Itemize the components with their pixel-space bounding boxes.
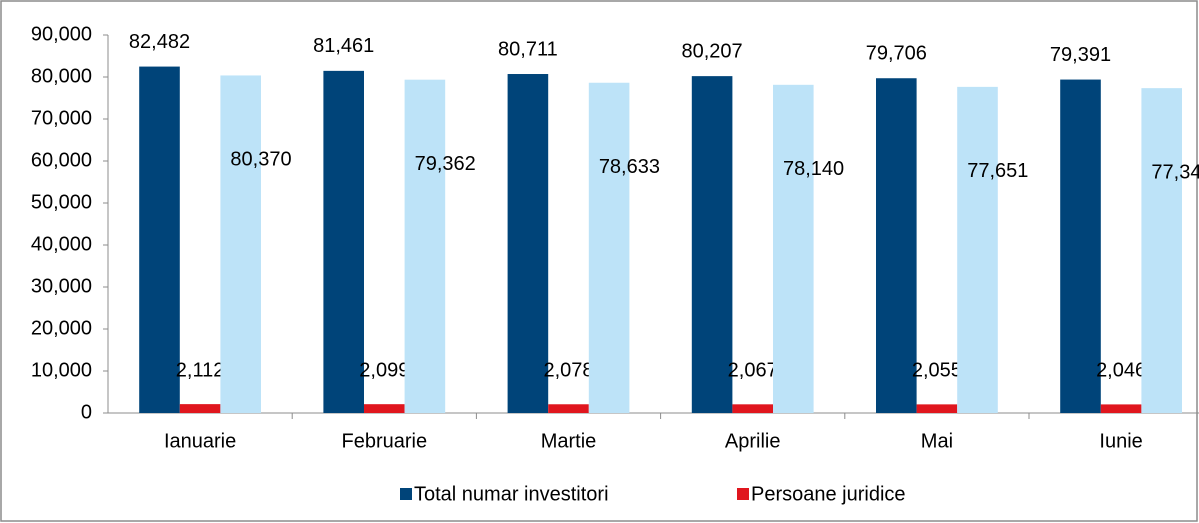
y-tick-label: 20,000	[31, 317, 92, 339]
data-label: 2,046	[1096, 360, 1146, 382]
data-label: 2,099	[359, 359, 409, 381]
bar	[1060, 79, 1101, 413]
bar	[773, 84, 814, 413]
data-label: 82,482	[129, 31, 190, 53]
y-tick-label: 40,000	[31, 233, 92, 255]
y-tick-label: 60,000	[31, 149, 92, 171]
data-label: 2,112	[176, 359, 225, 381]
data-label: 2,055	[912, 360, 962, 382]
bar	[179, 404, 221, 413]
bar	[220, 75, 261, 414]
x-tick-label: Iunie	[1099, 430, 1142, 452]
bar	[916, 404, 958, 413]
legend-swatch	[737, 488, 749, 500]
y-tick-label: 90,000	[31, 23, 92, 45]
bar	[548, 404, 589, 413]
bar	[139, 66, 180, 414]
bar	[588, 82, 630, 414]
bar	[876, 78, 917, 413]
y-tick-label: 70,000	[31, 107, 92, 129]
y-tick-label: 30,000	[31, 275, 92, 297]
data-label: 2,078	[543, 360, 593, 382]
data-label: 79,391	[1050, 44, 1111, 66]
x-tick-label: Ianuarie	[164, 430, 236, 452]
bar	[323, 70, 364, 413]
x-tick-label: Martie	[541, 430, 597, 452]
data-label: 79,706	[866, 43, 927, 65]
y-tick-label: 50,000	[31, 191, 92, 213]
bar	[1141, 88, 1182, 413]
y-tick-label: 0	[81, 401, 92, 423]
data-label: 80,370	[230, 149, 291, 171]
data-label: 77,651	[967, 160, 1028, 182]
data-label: 79,362	[415, 153, 476, 175]
bar	[404, 79, 446, 414]
legend-swatch	[400, 488, 412, 500]
bar	[691, 76, 733, 413]
data-label: 78,633	[599, 156, 660, 178]
data-label: 2,067	[728, 360, 778, 382]
y-tick-label: 10,000	[31, 359, 92, 381]
data-label: 77,345	[1151, 161, 1199, 183]
data-label: 81,461	[313, 35, 374, 57]
data-label: 80,207	[682, 40, 743, 62]
data-label: 78,140	[783, 158, 844, 180]
y-tick-label: 80,000	[31, 65, 92, 87]
data-label: 80,711	[498, 38, 558, 60]
bar	[364, 404, 405, 413]
x-tick-label: Aprilie	[725, 430, 781, 452]
x-tick-label: Februarie	[341, 430, 427, 452]
bar	[507, 74, 549, 414]
bar	[1100, 404, 1142, 413]
legend-label: Total numar investitori	[414, 483, 609, 505]
bar	[732, 404, 773, 413]
x-tick-label: Mai	[921, 430, 953, 452]
legend-label: Persoane juridice	[751, 483, 906, 505]
bar	[957, 86, 998, 414]
